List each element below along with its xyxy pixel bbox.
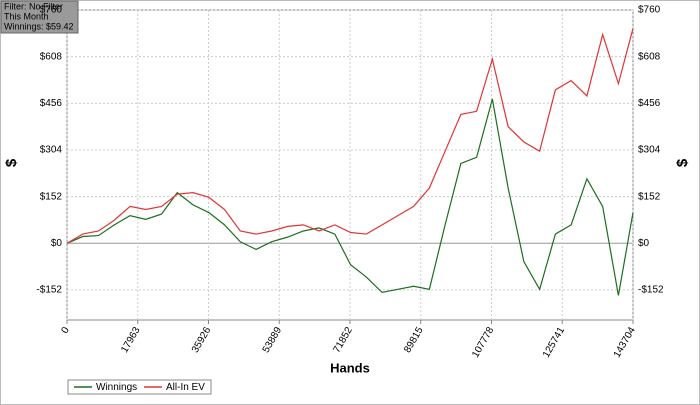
y-tick-label: $456	[40, 98, 63, 109]
series-line	[66, 28, 634, 244]
y-tick-label: $152	[40, 191, 63, 202]
legend	[67, 379, 212, 395]
info-text: This Month	[4, 11, 49, 21]
y2-tick-label: $608	[638, 51, 661, 62]
legend-label: Winnings	[96, 382, 137, 393]
info-box	[0, 0, 79, 34]
y-tick-label: $760	[40, 5, 63, 16]
series-line	[66, 98, 634, 296]
y2-tick-label: $0	[638, 238, 650, 249]
info-text: Winnings: $59.42	[4, 21, 74, 31]
y2-tick-label: $304	[638, 145, 661, 156]
y-axis-label: $	[3, 158, 20, 167]
x-tick-label: 0	[60, 325, 73, 336]
y-tick-label: $304	[40, 145, 63, 156]
plot	[66, 9, 634, 320]
y-tick-label: -$152	[36, 285, 62, 296]
info-text: Filter: No Filter	[4, 1, 63, 11]
y2-tick-label: $152	[638, 191, 661, 202]
y2-tick-label: $456	[638, 98, 661, 109]
x-axis-label: Hands	[330, 360, 370, 375]
y2-axis-label: $	[674, 158, 691, 167]
y-tick-label: $608	[40, 51, 63, 62]
y2-tick-label: -$152	[638, 285, 664, 296]
y-tick-label: $0	[51, 238, 63, 249]
legend-label: All-In EV	[166, 382, 205, 393]
y2-tick-label: $760	[638, 5, 661, 16]
